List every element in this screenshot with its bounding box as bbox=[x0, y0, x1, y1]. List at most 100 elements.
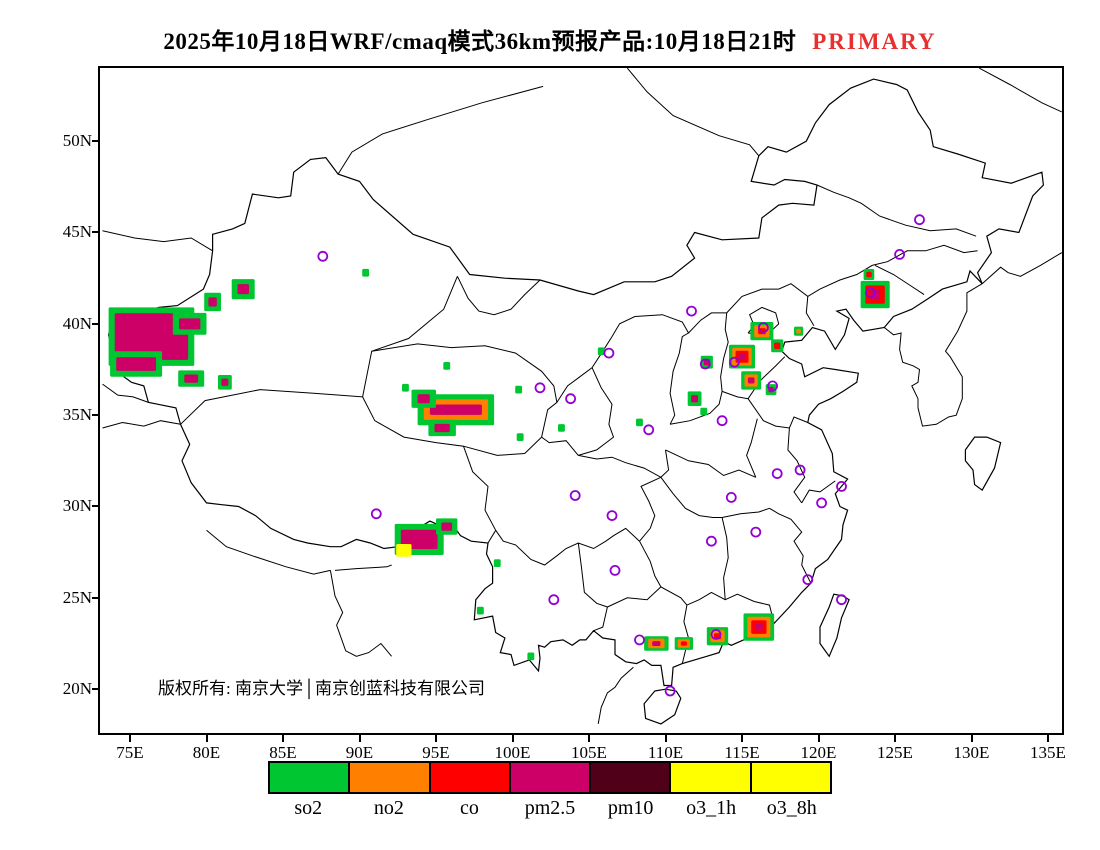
province-border-line bbox=[769, 507, 812, 584]
pollution-cell bbox=[396, 544, 412, 557]
city-marker-circle bbox=[565, 393, 577, 405]
pollution-cell bbox=[636, 418, 643, 427]
province-border-line bbox=[660, 477, 770, 518]
lat-tick-label: 50N bbox=[62, 131, 92, 150]
legend-label: pm2.5 bbox=[524, 797, 576, 819]
pollution-cell bbox=[691, 395, 698, 403]
pollution-cell bbox=[680, 641, 687, 646]
lon-tick-mark bbox=[129, 735, 131, 742]
province-border-line bbox=[681, 605, 690, 664]
lon-tick-label: 95E bbox=[422, 743, 450, 762]
province-border-line bbox=[721, 356, 786, 400]
province-border-line bbox=[874, 264, 925, 296]
legend-labels: so2 no2 co pm2.5 pm10 o3_1h o3_8h bbox=[268, 797, 832, 820]
pollution-cell bbox=[866, 271, 872, 278]
lat-tick-mark bbox=[92, 414, 100, 416]
legend-colorbar bbox=[268, 761, 832, 794]
legend-label: o3_1h bbox=[686, 797, 737, 819]
neighbor-border-line bbox=[978, 68, 1062, 113]
city-marker-circle bbox=[836, 594, 847, 606]
city-marker-circle bbox=[894, 248, 905, 260]
province-border-line bbox=[665, 449, 756, 478]
legend-swatch-pm10 bbox=[591, 763, 672, 792]
pollution-cell bbox=[476, 606, 484, 615]
city-marker-circle bbox=[606, 510, 618, 522]
lat-tick-mark bbox=[92, 322, 100, 325]
neighbor-border-line bbox=[206, 529, 331, 575]
lon-tick-mark bbox=[817, 735, 820, 742]
copyright-text: 版权所有: 南京大学│南京创蓝科技有限公司 bbox=[158, 679, 486, 698]
pollution-cell bbox=[402, 383, 409, 392]
lat-tick-label: 25N bbox=[62, 587, 92, 607]
lon-tick-mark bbox=[511, 735, 514, 742]
lon-tick-label: 80E bbox=[192, 743, 221, 762]
city-marker-circle bbox=[569, 490, 581, 501]
lon-tick-mark bbox=[282, 735, 284, 742]
pollution-cell bbox=[597, 347, 605, 356]
legend-label: o3_8h bbox=[766, 797, 817, 819]
title-variable-tag: PRIMARY bbox=[812, 29, 937, 54]
lat-tick-mark bbox=[92, 596, 100, 599]
legend-label: no2 bbox=[373, 797, 404, 819]
lat-tick-mark bbox=[92, 231, 100, 234]
pollution-cell bbox=[362, 268, 370, 277]
lat-tick-label: 20N bbox=[62, 679, 92, 698]
city-marker-circle bbox=[548, 594, 560, 606]
city-marker-circle bbox=[710, 629, 722, 640]
legend-swatch-pm25 bbox=[510, 763, 592, 792]
coastline bbox=[107, 78, 1045, 725]
province-border-line bbox=[577, 542, 608, 632]
province-border-line bbox=[686, 591, 775, 624]
pollution-cell bbox=[237, 284, 249, 295]
province-border-line bbox=[556, 314, 690, 425]
lon-tick-label: 105E bbox=[571, 743, 607, 762]
province-border-line bbox=[456, 276, 541, 316]
lon-tick-label: 115E bbox=[724, 743, 760, 762]
pollution-cell bbox=[114, 313, 189, 360]
lon-tick-mark bbox=[588, 735, 590, 742]
legend-swatch-no2 bbox=[350, 763, 431, 792]
lon-tick-mark bbox=[741, 735, 743, 742]
legend-swatch-o3_8h bbox=[751, 763, 830, 792]
pollution-cell bbox=[116, 357, 156, 371]
lon-tick-label: 75E bbox=[116, 743, 144, 762]
lat-tick-label: 40N bbox=[62, 313, 92, 333]
pollution-cell bbox=[208, 297, 217, 307]
pollution-cell bbox=[755, 623, 763, 631]
province-border-line bbox=[801, 480, 836, 504]
lon-tick-mark bbox=[358, 735, 361, 742]
legend-label: pm10 bbox=[607, 797, 654, 819]
province-border-line bbox=[670, 312, 729, 425]
pollution-cell bbox=[221, 378, 229, 386]
city-marker-circle bbox=[725, 491, 737, 503]
neighbor-border-line bbox=[626, 68, 760, 157]
title-text: 2025年10月18日WRF/cmaq模式36km预报产品:10月18日21时 bbox=[163, 29, 797, 54]
lat-tick-label: 35N bbox=[62, 405, 92, 424]
lon-tick-mark bbox=[664, 735, 667, 742]
province-border-line bbox=[805, 296, 815, 326]
city-marker-circle bbox=[534, 382, 546, 394]
pollution-cell bbox=[652, 641, 661, 646]
neighbor-border-line bbox=[102, 420, 181, 429]
city-marker-circle bbox=[836, 480, 847, 492]
page-title: 2025年10月18日WRF/cmaq模式36km预报产品:10月18日21时 P… bbox=[0, 22, 1100, 56]
city-marker-circle bbox=[771, 468, 783, 480]
lon-tick-label: 90E bbox=[345, 743, 374, 762]
province-border-line bbox=[688, 312, 727, 334]
city-marker-circle bbox=[706, 535, 717, 547]
legend-swatch-so2 bbox=[270, 763, 351, 792]
city-marker-circle bbox=[802, 574, 814, 586]
city-marker-circle bbox=[603, 347, 615, 359]
city-marker-circle bbox=[664, 685, 676, 697]
city-marker-circle bbox=[317, 250, 329, 262]
basemap-svg bbox=[102, 68, 1062, 725]
pollution-patches bbox=[108, 268, 890, 661]
city-marker-circle bbox=[750, 526, 762, 538]
city-marker-circle bbox=[370, 508, 382, 520]
province-border-line bbox=[607, 586, 688, 608]
city-marker-circle bbox=[609, 564, 621, 576]
map-plot-frame: 版权所有: 南京大学│南京创蓝科技有限公司 bbox=[98, 66, 1064, 735]
lat-tick-mark bbox=[92, 140, 100, 142]
pollution-cell bbox=[515, 385, 523, 394]
neighbor-border-line bbox=[883, 283, 983, 427]
